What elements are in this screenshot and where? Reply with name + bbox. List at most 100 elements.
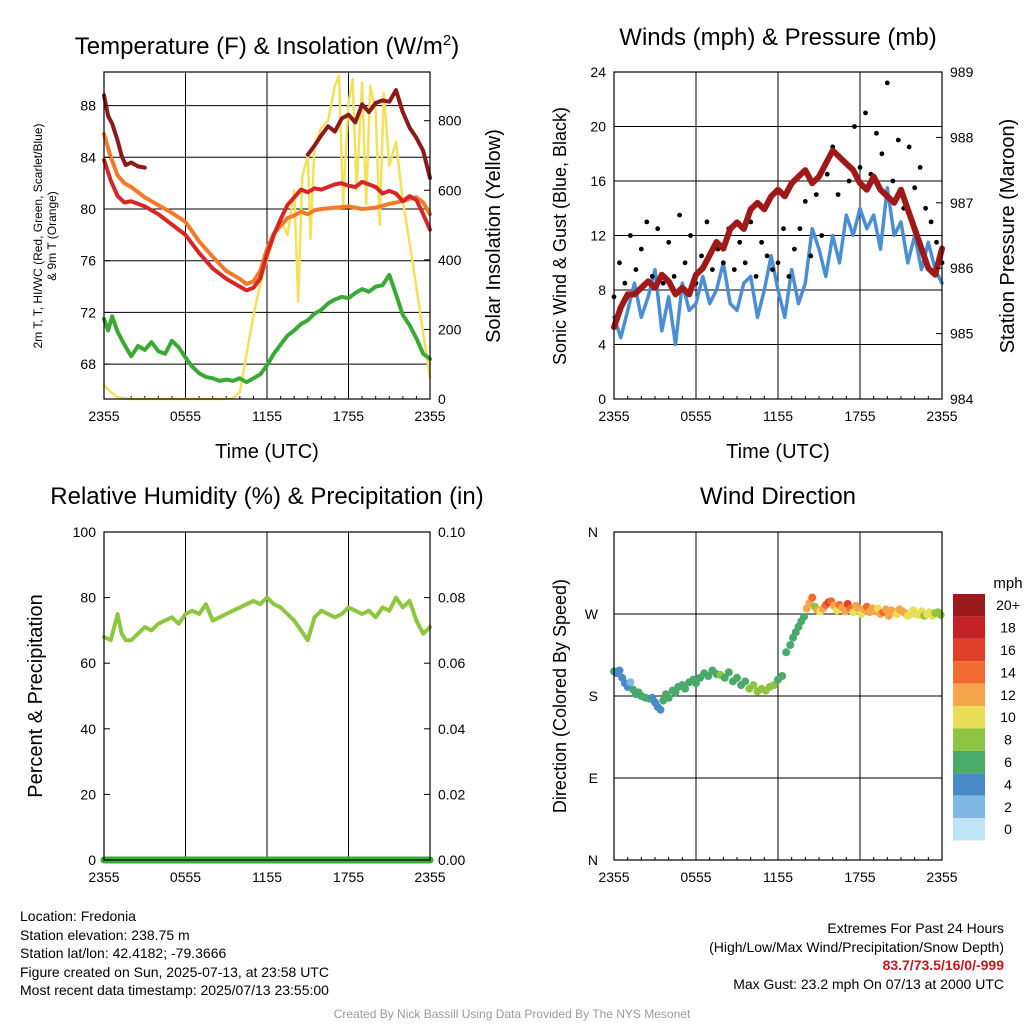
colorbar-label: 0 [1004,821,1012,837]
wind-direction-point [741,677,750,686]
gust-point [655,226,661,232]
humidity-y-tick-label: 0 [88,852,96,868]
humidity-y-tick-label: 60 [80,655,96,671]
humidity-chart-title: Relative Humidity (%) & Precipitation (i… [50,483,483,510]
gust-point [649,274,655,279]
wind-direction-point [724,668,733,677]
insolation-y-tick-label: 0 [438,391,446,407]
pressure-y-axis-label: Station Pressure (Maroon) [997,119,1019,354]
gust-point [802,199,808,204]
colorbar-label: 4 [1004,776,1012,792]
temperature-panel: Temperature (F) & Insolation (W/m2) 2355… [31,32,505,463]
pressure-y-tick-label: 986 [950,260,974,276]
gust-point [660,280,666,286]
temperature-2m-line [102,157,432,293]
winds-chart-title: Winds (mph) & Pressure (mb) [619,24,936,51]
gust-point [813,192,819,198]
wind-direction-point [656,705,665,714]
gust-point [895,137,901,143]
pressure-y-tick-label: 984 [950,391,974,407]
wind-direction-point [681,684,690,693]
station-latlon: Station lat/lon: 42.4182; -79.3666 [20,945,227,961]
winds-x-tick-label: 0555 [680,408,711,424]
sonic-wind-line [612,186,944,347]
humidity-x-tick-label: 1155 [252,869,282,885]
gust-point [682,260,688,266]
colorbar-label: 16 [1000,642,1016,658]
humidity-x-tick-label: 1755 [333,869,364,885]
winds-x-axis-label: Time (UTC) [726,441,830,463]
colorbar-unit: mph [993,575,1022,592]
gust-point [759,239,764,245]
gust-point [852,124,857,129]
wind-y-tick-label: 12 [590,228,606,244]
temperature-x-axis-label: Time (UTC) [215,441,319,463]
humidity-panel: Relative Humidity (%) & Precipitation (i… [25,483,484,885]
gust-point [906,144,912,150]
recent-data-timestamp: Most recent data timestamp: 2025/07/13 2… [20,982,329,998]
direction-x-tick-label: 1755 [844,869,875,885]
temperature-y-tick-label: 88 [80,98,96,114]
colorbar-label: 12 [1000,687,1016,703]
colorbar-swatch [953,594,985,617]
colorbar-swatch [953,661,985,684]
colorbar-label: 20+ [996,597,1020,613]
gust-point [863,110,868,116]
colorbar-label: 2 [1004,799,1012,815]
temperature-x-tick-label: 2355 [88,408,119,424]
gust-point [704,219,710,225]
gust-point [710,267,715,272]
gust-point [699,253,704,259]
extremes-description: (High/Low/Max Wind/Precipitation/Snow De… [709,938,1004,955]
insolation-y-tick-label: 800 [438,113,462,129]
temperature-y-axis-label-line2: & 9m T (Orange) [45,191,59,281]
humidity-y-tick-label: 80 [80,590,96,606]
gust-point [671,274,677,279]
wind-direction-point [615,666,624,675]
insolation-y-axis-label: Solar Insolation (Yellow) [483,129,505,343]
wind-y-tick-label: 0 [598,391,606,407]
wind-y-tick-label: 20 [590,119,606,135]
direction-x-tick-label: 2355 [926,869,957,885]
temperature-y-axis-label: 2m T, T, HI/WC (Red, Green, Scarlet/Blue… [31,124,45,349]
max-gust: Max Gust: 23.2 mph On 07/13 at 2000 UTC [733,975,1004,992]
gust-point [846,178,852,184]
wind-direction-point [664,693,673,702]
gust-point [857,165,863,170]
gust-point [808,253,814,259]
wind-y-tick-label: 8 [598,282,606,298]
gust-point [917,165,923,170]
gust-point [912,185,918,191]
precipitation-y-tick-label: 0.06 [438,655,465,671]
humidity-x-tick-label: 2355 [88,869,119,885]
colorbar-swatch [953,728,985,751]
insolation-y-tick-label: 400 [438,252,462,268]
winds-plot-frame [613,71,943,400]
direction-y-tick-label: S [589,688,598,704]
colorbar-swatch [953,683,985,706]
gust-point [934,239,939,245]
temperature-x-tick-label: 1755 [333,408,364,424]
wind-direction-panel: Wind Direction 2355 0555 1155 1755 2355NESWN… [550,483,1023,885]
temperature-chart-title: Temperature (F) & Insolation (W/m2) [75,32,459,60]
winds-panel: Winds (mph) & Pressure (mb) 2355 0555 1155… [550,24,1019,463]
gust-point [720,260,726,266]
station-pressure-line [611,147,945,331]
humidity-y-tick-label: 100 [73,524,97,540]
wind-y-axis-label: Sonic Wind & Gust (Blue, Black) [550,107,570,365]
colorbar-swatch [953,750,985,774]
gust-point [928,219,934,225]
station-info: Location: Fredonia Station elevation: 23… [20,907,329,1000]
temperature-plot-frame [103,71,431,400]
wind-y-tick-label: 24 [590,64,606,80]
direction-x-tick-label: 0555 [680,869,711,885]
figure-created: Figure created on Sun, 2025-07-13, at 23… [20,963,329,980]
wind-y-tick-label: 16 [590,173,606,189]
station-location: Location: Fredonia [20,908,136,924]
dewpoint-line [102,272,432,385]
speed-colorbar: 20+ 18 16 14 12 10 8 6 4 2 0 [953,594,1020,841]
insolation-y-tick-label: 600 [438,182,462,198]
gust-point [923,205,928,211]
direction-plot-frame [613,531,943,861]
humidity-y-tick-label: 20 [80,786,96,802]
